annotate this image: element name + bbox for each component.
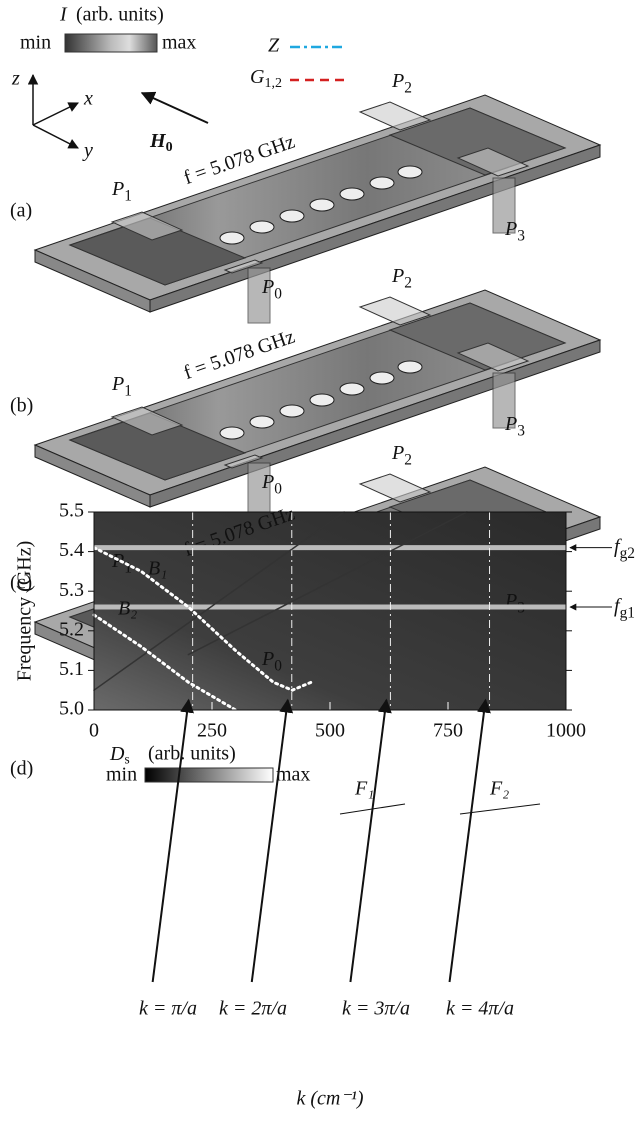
port-label-sub: 3 — [517, 227, 525, 244]
k-label: k = 2π/a — [219, 998, 287, 1020]
port-label-sub: 1 — [124, 382, 132, 399]
port-label-base: P — [261, 471, 274, 493]
port-label-sub: 2 — [404, 274, 412, 291]
port-label-base: P — [504, 218, 517, 240]
port-label: P1 — [111, 178, 132, 205]
port-label-base: P — [111, 178, 124, 200]
gap-label: fg2 — [614, 535, 635, 562]
y-tick-label: 5.1 — [59, 658, 84, 680]
port-label-base: P — [391, 70, 404, 92]
series-label: B₁ — [148, 558, 167, 580]
ds-max: max — [276, 764, 310, 786]
intensity-max: max — [162, 32, 196, 54]
x-tick-label: 750 — [433, 720, 463, 742]
gap-label-sub: g2 — [620, 545, 635, 562]
port-label-base: P — [391, 265, 404, 287]
k-label: k = 3π/a — [342, 998, 410, 1020]
k-arrow — [450, 700, 486, 982]
port-label: P3 — [504, 218, 525, 245]
g-key-label: G1,2 — [250, 66, 282, 92]
ds-colorbar — [145, 768, 273, 782]
intensity-min: min — [20, 32, 51, 54]
panel-label: (d) — [10, 758, 33, 780]
port-label-base: P — [111, 373, 124, 395]
intensity-symbol: I — [59, 4, 68, 26]
axis-y: y — [82, 140, 93, 162]
port-label-sub: 0 — [274, 480, 282, 497]
port-label-sub: 0 — [274, 285, 282, 302]
x-tick-label: 500 — [315, 720, 345, 742]
port-label-sub: 1 — [124, 187, 132, 204]
panel-label: (b) — [10, 395, 33, 417]
axis-x: x — [83, 88, 93, 110]
port-label: P2 — [391, 265, 412, 292]
port-label-base: P — [504, 413, 517, 435]
x-tick-label: 0 — [89, 720, 99, 742]
ds-symbol-base: D — [109, 743, 125, 765]
port-label: P2 — [391, 442, 412, 469]
figure: I(arb. units)minmaxZG1,2zxyH0(a)f = 5.07… — [0, 0, 644, 1122]
k-arrow — [252, 700, 288, 982]
port-label: P2 — [391, 70, 412, 97]
axes-3d — [33, 75, 208, 148]
port-label: P1 — [111, 373, 132, 400]
series-label: B₂ — [118, 598, 137, 620]
k-label: k = π/a — [139, 998, 197, 1020]
port-label-base: P — [261, 276, 274, 298]
series-label: F₁ — [354, 778, 374, 800]
g-key-label-base: G — [250, 66, 265, 88]
field-label-sub: 0 — [166, 140, 173, 155]
intensity-units: (arb. units) — [76, 4, 164, 26]
y-tick-label: 5.3 — [59, 579, 84, 601]
port-label: P3 — [504, 413, 525, 440]
ds-units: (arb. units) — [148, 743, 236, 765]
port-label-sub: 2 — [404, 79, 412, 96]
panel-label: (a) — [10, 200, 32, 222]
field-label-base: H — [149, 130, 167, 152]
field-label: H0 — [149, 130, 173, 156]
port-label-sub: 3 — [517, 422, 525, 439]
series-label: F₂ — [489, 778, 509, 800]
y-axis-label: Frequency (GHz) — [14, 541, 36, 682]
x-tick-label: 1000 — [546, 720, 586, 742]
z-key-label: Z — [268, 35, 280, 57]
gap-label-sub: g1 — [620, 604, 635, 621]
y-tick-label: 5.5 — [59, 500, 84, 522]
dispersion-map — [94, 512, 566, 710]
y-tick-label: 5.0 — [59, 698, 84, 720]
y-tick-label: 5.2 — [59, 618, 84, 640]
y-tick-label: 5.4 — [59, 539, 84, 561]
k-label: k = 4π/a — [446, 998, 514, 1020]
x-axis-label: k (cm⁻¹) — [296, 1088, 363, 1110]
ds-min: min — [106, 764, 137, 786]
axis-z: z — [11, 68, 20, 90]
device-a — [35, 95, 600, 323]
port-label-base: P — [261, 648, 274, 670]
gap-label: fg1 — [614, 595, 635, 622]
g-key-label-sub: 1,2 — [264, 76, 282, 91]
port-label-sub: 2 — [404, 451, 412, 468]
port-label-base: P — [391, 442, 404, 464]
port-label-sub: 0 — [274, 657, 282, 674]
intensity-colorbar — [65, 34, 157, 52]
x-tick-label: 250 — [197, 720, 227, 742]
k-arrow — [350, 700, 386, 982]
